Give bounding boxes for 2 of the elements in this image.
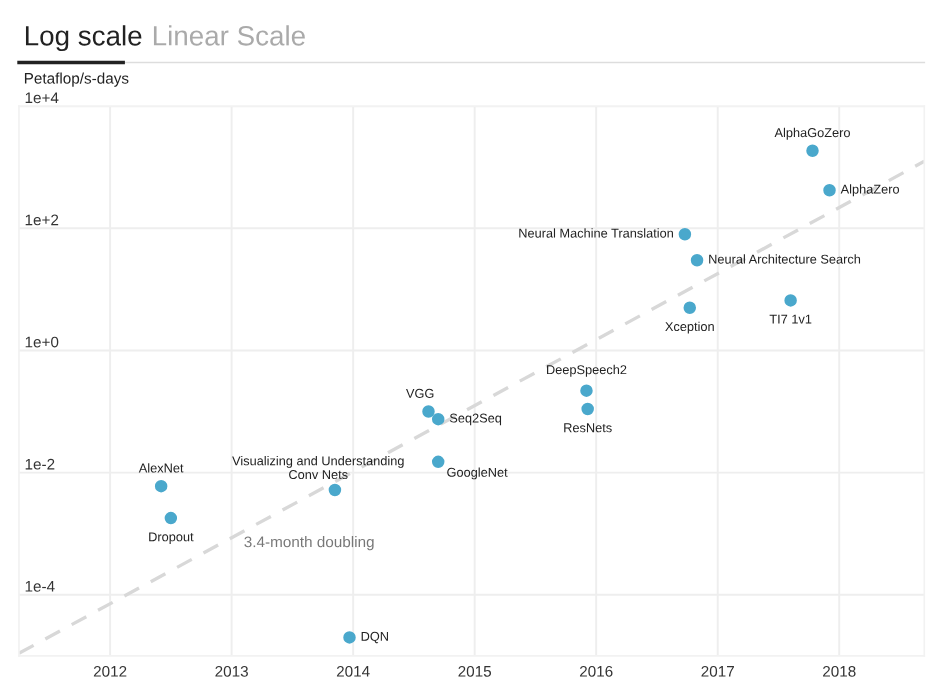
- text: Linear Scale: [153, 25, 305, 46]
- text: Log scale: [25, 25, 142, 52]
